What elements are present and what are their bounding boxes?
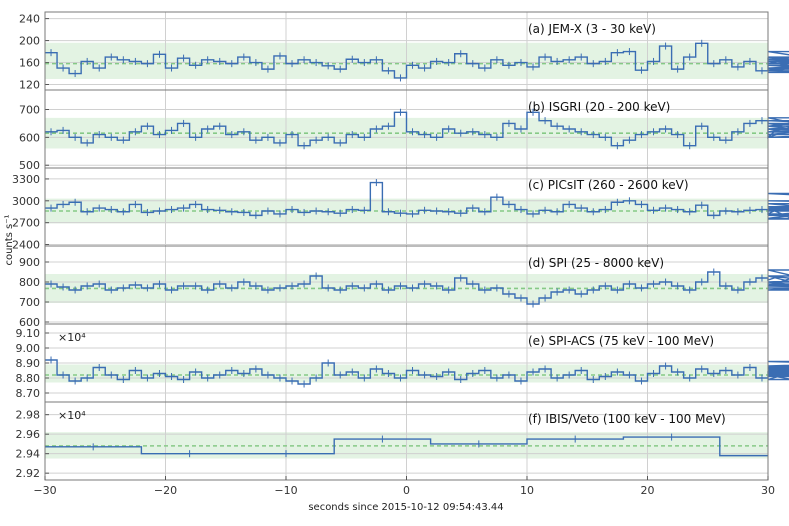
x-axis-label: seconds since 2015-10-12 09:54:43.44 [308, 502, 503, 513]
y-multiplier-label: ×10⁴ [58, 331, 86, 344]
y-tick-label: 240 [19, 13, 40, 26]
y-tick-label: 700 [19, 104, 40, 117]
panel-title: (c) PICsIT (260 - 2600 keV) [528, 178, 689, 192]
x-tick-label: 0 [403, 484, 410, 497]
panel-title: (b) ISGRI (20 - 200 keV) [528, 100, 670, 114]
y-tick-label: 2.96 [16, 428, 41, 441]
panel-title: (f) IBIS/Veto (100 keV - 100 MeV) [528, 412, 726, 426]
y-tick-label: 2700 [12, 217, 40, 230]
light-curve-series [45, 359, 789, 385]
panel-b: 500 600 700 (b) ISGRI (20 - 200 keV) [19, 89, 789, 172]
y-tick-label: 160 [19, 57, 40, 70]
light-curve-series [45, 181, 789, 220]
y-tick-label: 800 [19, 276, 40, 289]
y-tick-label: 9.10 [16, 327, 41, 340]
y-tick-label: 8.70 [16, 387, 41, 400]
y-tick-label: 3000 [12, 195, 40, 208]
y-tick-label: 900 [19, 256, 40, 269]
y-tick-label: 120 [19, 79, 40, 92]
panel-e: 8.70 8.80 8.90 9.00 9.10 (e) SPI-ACS (75 keV … [16, 323, 789, 403]
y-tick-label: 500 [19, 159, 40, 172]
light-curve-series [45, 42, 789, 79]
light-curve-series [45, 436, 768, 457]
light-curve-series [45, 111, 789, 147]
x-tick-label: 30 [761, 484, 775, 497]
panel-a: 120 160 200 240 (a) JEM-X (3 - 30 keV) [19, 11, 789, 92]
y-tick-label: 600 [19, 316, 40, 329]
y-tick-label: 200 [19, 35, 40, 48]
y-tick-label: 8.80 [16, 372, 41, 385]
x-tick-label: 20 [641, 484, 655, 497]
panel-c: 2400 2700 3000 3300 (c) PICsIT (260 - 2600 k… [12, 167, 789, 252]
y-tick-label: 8.90 [16, 357, 41, 370]
x-tick-label: −30 [33, 484, 56, 497]
y-tick-label: 2.98 [16, 409, 41, 422]
panel-d: 600 700 800 900 (d) SPI (25 - 8000 keV) [19, 245, 789, 329]
y-tick-label: 600 [19, 131, 40, 144]
panels-group: 120 160 200 240 (a) JEM-X (3 - 30 keV) 500 600… [12, 11, 789, 481]
y-axis-label: counts s⁻¹ [4, 214, 15, 265]
shared-x-axis: −30 −20 −10 0 10 20 30 [33, 476, 775, 497]
y-tick-label: 2.92 [16, 467, 41, 480]
x-tick-label: 10 [520, 484, 534, 497]
y-tick-label: 9.00 [16, 342, 41, 355]
y-tick-label: 2400 [12, 239, 40, 252]
x-tick-label: −10 [274, 484, 297, 497]
panel-title: (e) SPI-ACS (75 keV - 100 MeV) [528, 334, 714, 348]
x-tick-label: −20 [154, 484, 177, 497]
y-tick-label: 700 [19, 296, 40, 309]
panel-title: (a) JEM-X (3 - 30 keV) [528, 22, 656, 36]
panel-f: 2.92 2.94 2.96 2.98 (f) IBIS/Veto (100 keV -… [16, 401, 769, 481]
y-multiplier-label: ×10⁴ [58, 409, 86, 422]
panel-title: (d) SPI (25 - 8000 keV) [528, 256, 664, 270]
y-tick-label: 2.94 [16, 448, 41, 461]
y-tick-label: 3300 [12, 173, 40, 186]
